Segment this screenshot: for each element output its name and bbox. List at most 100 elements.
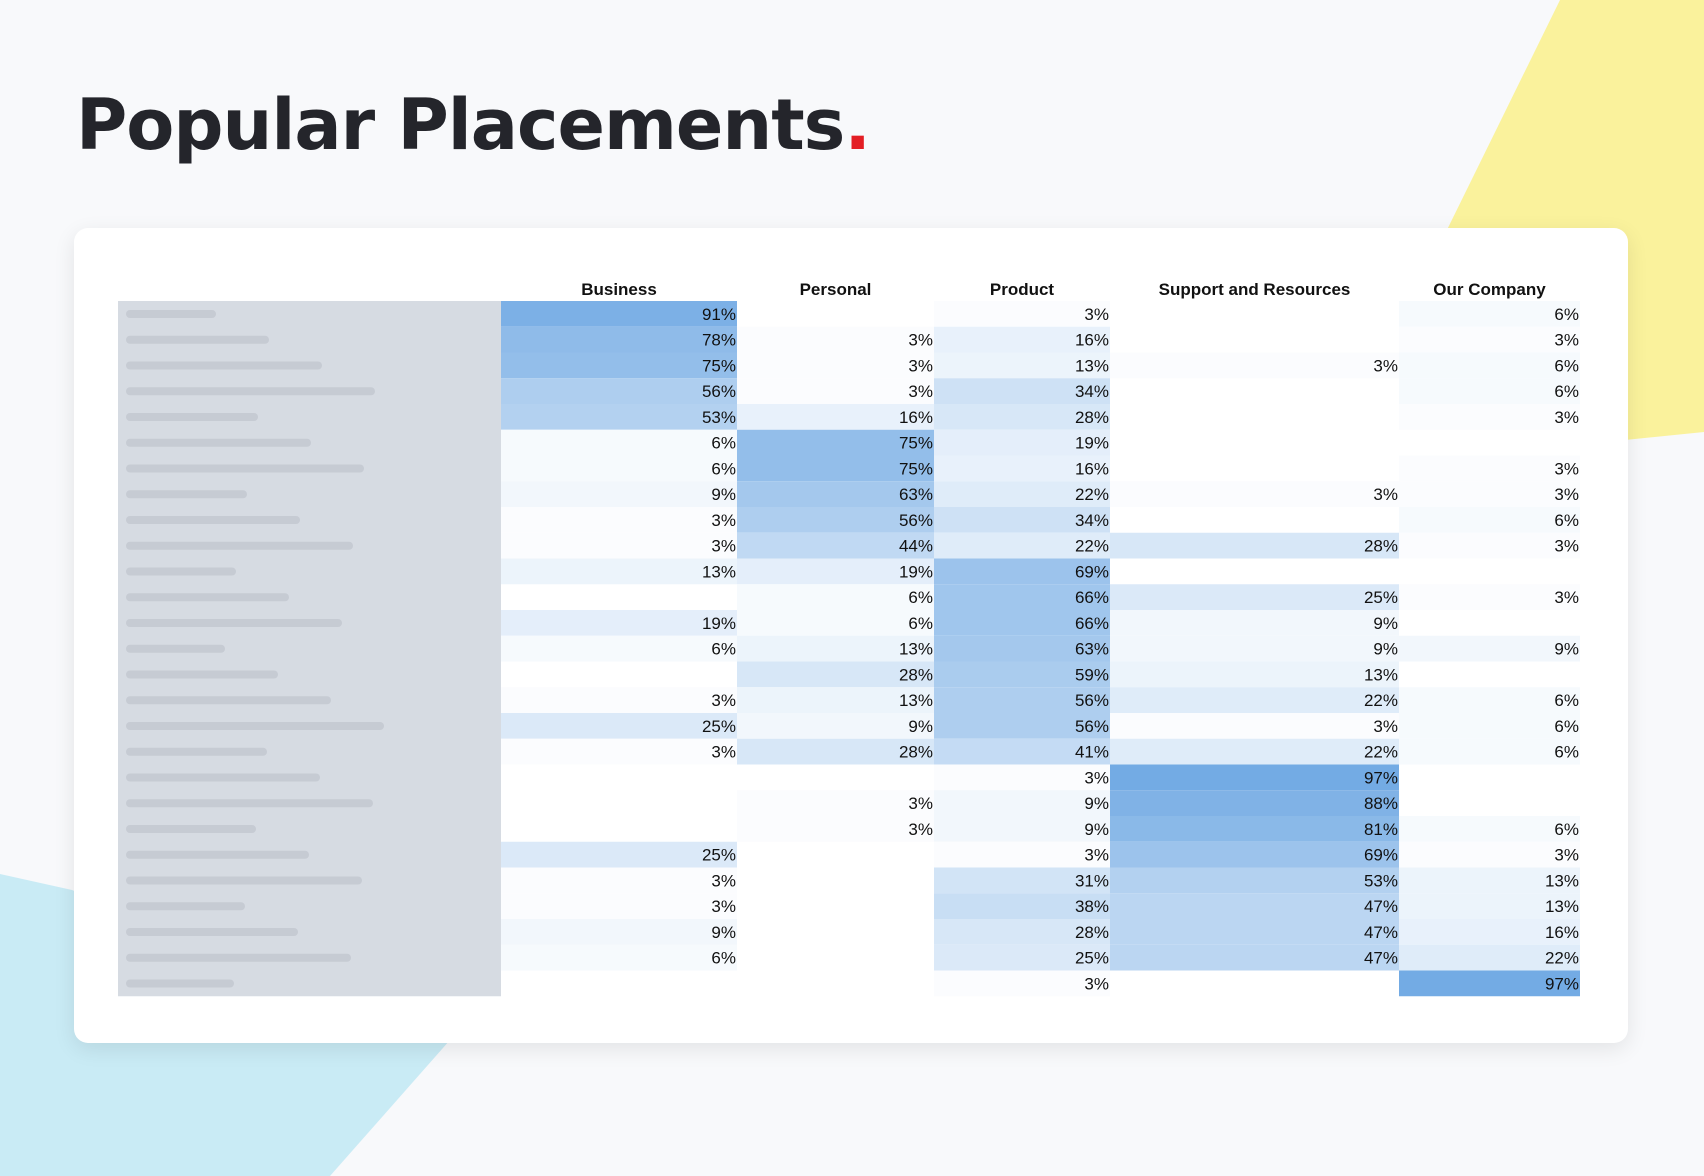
cell-value: 19%	[899, 562, 933, 581]
cell-value: 75%	[899, 434, 933, 453]
heatmap-cell	[1110, 352, 1399, 379]
cell-value: 3%	[908, 820, 933, 839]
cell-value: 6%	[1554, 382, 1579, 401]
heatmap-cell	[1399, 532, 1580, 559]
heatmap-cell	[1110, 944, 1399, 971]
title-accent: .	[844, 84, 871, 166]
heatmap-cell	[934, 610, 1110, 636]
heatmap-cell	[1399, 378, 1580, 404]
heatmap-cell	[501, 713, 737, 739]
cell-value: 28%	[1075, 923, 1109, 942]
cell-value: 56%	[1075, 717, 1109, 736]
heatmap-cell	[934, 841, 1110, 868]
row-label-placeholder	[126, 413, 258, 421]
cell-value: 3%	[711, 871, 736, 890]
heatmap-cell	[1399, 404, 1580, 430]
cell-value: 13%	[1545, 871, 1579, 890]
cell-value: 9%	[711, 923, 736, 942]
cell-value: 6%	[711, 640, 736, 659]
cell-value: 19%	[1075, 434, 1109, 453]
heatmap-cell	[1399, 326, 1580, 353]
cell-value: 47%	[1364, 923, 1398, 942]
heatmap-chart: Business Personal Product Support and Resou…	[118, 280, 1580, 997]
heatmap-cell	[501, 893, 737, 919]
heatmap-cell	[737, 661, 934, 688]
cell-value: 9%	[711, 485, 736, 504]
heatmap-cell	[501, 867, 737, 894]
heatmap-cell	[737, 790, 934, 816]
cell-value: 56%	[899, 511, 933, 530]
row-label-placeholder	[126, 928, 298, 936]
cell-value: 75%	[702, 356, 736, 375]
heatmap-cell	[737, 816, 934, 842]
heatmap-cell	[737, 326, 934, 353]
heatmap-cell	[1399, 481, 1580, 507]
cell-value: 9%	[1084, 794, 1109, 813]
cell-value: 22%	[1364, 691, 1398, 710]
cell-value: 53%	[702, 408, 736, 427]
cell-value: 69%	[1364, 846, 1398, 865]
cell-value: 56%	[702, 382, 736, 401]
row-label-placeholder	[126, 722, 384, 730]
cell-value: 3%	[711, 691, 736, 710]
cell-value: 25%	[702, 717, 736, 736]
heatmap-cell	[1110, 687, 1399, 713]
heatmap-cell	[934, 481, 1110, 507]
cell-value: 3%	[711, 537, 736, 556]
heatmap-cell	[934, 532, 1110, 559]
cell-value: 3%	[711, 897, 736, 916]
cell-value: 97%	[1364, 768, 1398, 787]
cell-value: 28%	[1364, 537, 1398, 556]
row-label-placeholder	[126, 747, 267, 756]
row-label-placeholder	[126, 335, 269, 344]
cell-value: 88%	[1364, 794, 1398, 813]
cell-value: 6%	[1554, 356, 1579, 375]
heatmap-cell	[934, 919, 1110, 945]
heatmap-cell	[934, 867, 1110, 894]
row-label-placeholder	[126, 438, 311, 447]
cell-value: 22%	[1075, 485, 1109, 504]
heatmap-cell	[501, 429, 737, 456]
cell-value: 6%	[711, 434, 736, 453]
row-label-placeholder	[126, 619, 342, 627]
cell-value: 41%	[1075, 743, 1109, 762]
heatmap-cell	[934, 635, 1110, 662]
heatmap-cell	[501, 301, 737, 327]
cell-value: 9%	[908, 717, 933, 736]
heatmap-cell	[501, 532, 737, 559]
row-label-placeholder	[126, 773, 320, 782]
cell-value: 66%	[1075, 588, 1109, 607]
row-label-placeholder	[126, 387, 375, 396]
heatmap-cell	[737, 687, 934, 713]
heatmap-cell	[1110, 584, 1399, 610]
cell-value: 81%	[1364, 820, 1398, 839]
heatmap-cell	[1110, 841, 1399, 868]
heatmap-cell	[1110, 816, 1399, 842]
row-label-placeholder	[126, 902, 245, 911]
cell-value: 47%	[1364, 897, 1398, 916]
heatmap-cell	[1399, 816, 1580, 842]
cell-value: 22%	[1364, 743, 1398, 762]
heatmap-cell	[501, 738, 737, 765]
heatmap-cell	[737, 610, 934, 636]
heatmap-cell	[1399, 584, 1580, 610]
cell-value: 13%	[1545, 897, 1579, 916]
heatmap-cell	[1399, 841, 1580, 868]
heatmap-cell	[737, 558, 934, 585]
page-title: Popular Placements.	[76, 84, 871, 166]
cell-value: 13%	[702, 562, 736, 581]
cell-value: 3%	[1554, 537, 1579, 556]
cell-value: 3%	[1084, 768, 1109, 787]
cell-value: 13%	[1364, 665, 1398, 684]
cell-value: 91%	[702, 305, 736, 324]
heatmap-cell	[501, 326, 737, 353]
cell-value: 78%	[702, 331, 736, 350]
heatmap-cell	[1110, 738, 1399, 765]
cell-value: 13%	[899, 640, 933, 659]
heatmap-cell	[934, 352, 1110, 379]
heatmap-cell	[934, 661, 1110, 688]
column-header: Product	[990, 280, 1055, 299]
cell-value: 3%	[1554, 459, 1579, 478]
cell-value: 6%	[1554, 743, 1579, 762]
row-label-placeholder	[126, 670, 278, 679]
